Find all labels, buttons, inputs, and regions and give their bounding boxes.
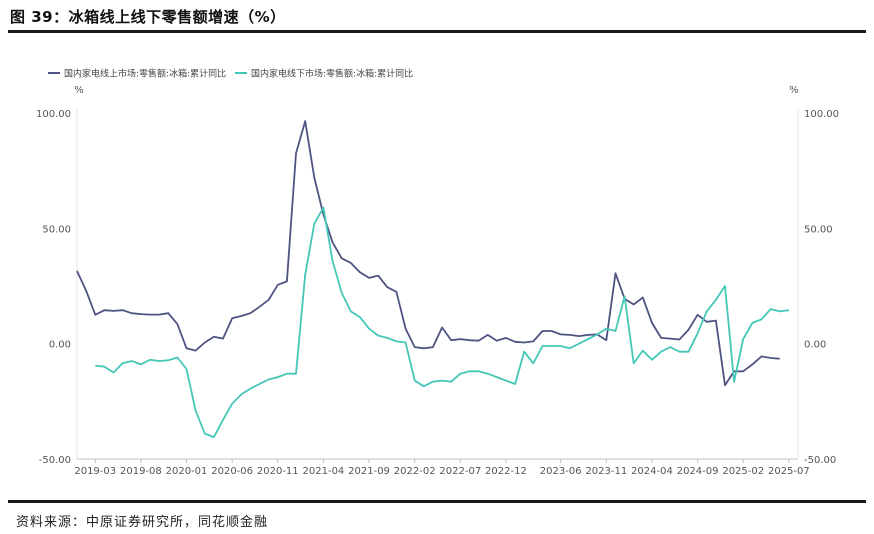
legend-label-1: 国内家电线上市场:零售额:冰箱:累计同比: [64, 68, 226, 80]
x-tick-label: 2025-07: [768, 466, 810, 477]
y-unit-right: %: [789, 85, 799, 96]
bottom-rule: [8, 500, 866, 503]
x-tick-label: 2019-03: [74, 466, 116, 477]
x-tick-label: 2023-06: [540, 466, 582, 477]
source-note: 资料来源：中原证券研究所，同花顺金融: [16, 515, 269, 530]
line-chart: 100.00 100.00 50.00 50.00 0.00 0.00 -50.00 -50.…: [36, 68, 839, 478]
x-tick-label: 2020-11: [257, 466, 299, 477]
x-tick-label: 2019-08: [120, 466, 162, 477]
figure-title: 图 39：冰箱线上线下零售额增速（%）: [10, 8, 286, 26]
x-tick-label: 2021-04: [303, 466, 345, 477]
x-tick-label: 2024-04: [631, 466, 673, 477]
y-tick-label-left: 50.00: [42, 224, 71, 235]
x-tick-label: 2022-12: [485, 466, 527, 477]
x-tick-label: 2025-02: [722, 466, 764, 477]
y-unit-left: %: [74, 85, 84, 96]
y-tick-label-right: 100.00: [804, 109, 839, 120]
x-tick-label: 2022-07: [439, 466, 481, 477]
x-tick-label: 2020-01: [166, 466, 208, 477]
y-tick-label-left: -50.00: [39, 455, 71, 466]
y-tick-label-right: 0.00: [804, 340, 826, 351]
x-tick-label: 2022-02: [394, 466, 436, 477]
y-tick-label-right: 50.00: [804, 224, 833, 235]
x-tick-label: 2021-09: [348, 466, 390, 477]
series-line-2: [95, 206, 790, 438]
y-tick-label-left: 100.00: [36, 109, 71, 120]
legend-label-2: 国内家电线下市场:零售额:冰箱:累计同比: [251, 68, 413, 80]
x-tick-label: 2024-09: [677, 466, 719, 477]
top-rule: [8, 30, 866, 33]
series-line-1: [76, 120, 780, 387]
x-tick-label: 2020-06: [211, 466, 253, 477]
x-tick-label: 2023-11: [585, 466, 627, 477]
y-tick-label-left: 0.00: [49, 340, 71, 351]
y-tick-label-right: -50.00: [804, 455, 836, 466]
